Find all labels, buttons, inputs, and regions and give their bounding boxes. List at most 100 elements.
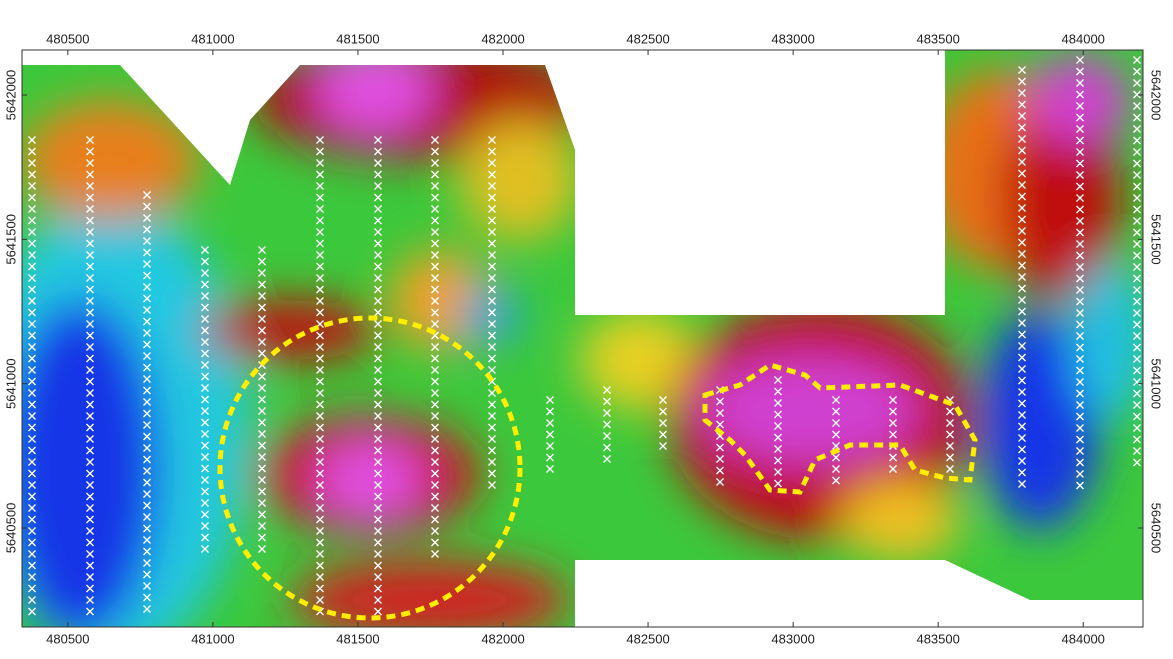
station-marker — [258, 384, 266, 392]
station-marker — [1076, 205, 1084, 214]
station-marker — [28, 366, 36, 374]
station-marker — [86, 228, 94, 236]
station-marker — [28, 504, 36, 512]
station-marker — [1133, 194, 1141, 202]
station-marker — [86, 504, 94, 512]
station-marker — [946, 442, 954, 450]
station-marker — [316, 170, 324, 179]
station-marker — [258, 280, 266, 289]
station-marker — [1133, 182, 1141, 191]
station-marker — [316, 182, 324, 190]
station-marker — [316, 354, 324, 363]
station-marker — [1018, 342, 1026, 350]
station-marker — [143, 214, 151, 222]
station-marker — [431, 389, 439, 397]
station-marker — [374, 228, 382, 236]
station-marker — [316, 274, 324, 282]
station-marker — [28, 354, 36, 363]
station-marker — [488, 205, 496, 213]
station-marker — [1076, 263, 1084, 271]
station-marker — [1076, 171, 1084, 179]
station-marker — [316, 377, 324, 386]
station-marker — [28, 400, 36, 409]
station-marker — [716, 397, 724, 406]
station-marker — [431, 228, 439, 236]
station-marker — [716, 478, 724, 486]
station-marker — [1076, 401, 1084, 409]
station-marker — [374, 481, 382, 489]
station-marker — [258, 269, 266, 277]
station-marker — [488, 297, 496, 305]
station-marker — [316, 216, 324, 225]
station-marker — [374, 354, 382, 363]
station-marker — [201, 407, 209, 415]
station-marker — [201, 349, 209, 358]
station-marker — [143, 605, 151, 613]
station-marker — [316, 584, 324, 593]
station-marker — [1076, 90, 1084, 99]
station-marker — [774, 387, 782, 396]
station-marker — [488, 331, 496, 340]
station-marker — [832, 396, 840, 404]
station-marker — [832, 465, 840, 473]
station-marker — [258, 257, 266, 266]
station-marker — [603, 397, 611, 406]
station-marker — [28, 159, 36, 167]
station-marker — [488, 228, 496, 236]
station-marker — [1076, 297, 1084, 306]
station-marker — [488, 458, 496, 466]
station-marker — [143, 306, 151, 314]
station-marker — [86, 239, 94, 248]
station-marker — [488, 182, 496, 190]
station-marker — [258, 246, 266, 254]
station-marker — [1018, 112, 1026, 120]
station-marker — [258, 303, 266, 312]
station-marker — [1018, 307, 1026, 316]
station-marker — [316, 308, 324, 317]
station-marker — [431, 251, 439, 259]
station-marker — [1076, 228, 1084, 237]
station-marker — [1076, 79, 1084, 87]
station-marker — [946, 453, 954, 462]
y-tick-label: 5642000 — [1149, 70, 1164, 121]
station-marker — [28, 607, 36, 616]
station-marker — [431, 538, 439, 547]
station-marker — [258, 395, 266, 404]
station-marker — [316, 412, 324, 420]
y-tick-label: 5641000 — [3, 358, 18, 409]
station-marker — [488, 308, 496, 317]
station-marker — [1133, 251, 1141, 260]
x-tick-label: 482500 — [626, 31, 669, 46]
station-marker — [316, 239, 324, 248]
station-marker — [374, 412, 382, 420]
station-marker — [28, 262, 36, 271]
x-tick-label: 481500 — [336, 631, 379, 646]
station-marker — [1133, 102, 1141, 110]
station-marker — [431, 308, 439, 317]
station-marker — [1133, 401, 1141, 409]
station-marker — [1076, 148, 1084, 156]
station-marker — [374, 550, 382, 558]
station-marker — [316, 596, 324, 604]
station-marker — [28, 343, 36, 351]
station-marker — [28, 573, 36, 581]
station-marker — [374, 274, 382, 282]
station-marker — [86, 561, 94, 570]
station-marker — [1133, 297, 1141, 306]
station-marker — [316, 504, 324, 512]
station-marker — [86, 147, 94, 156]
x-tick-label: 480500 — [46, 631, 89, 646]
station-marker — [1076, 366, 1084, 375]
station-marker — [201, 384, 209, 392]
station-marker — [603, 386, 611, 394]
station-marker — [316, 343, 324, 351]
station-marker — [258, 476, 266, 484]
station-marker — [201, 418, 209, 427]
station-marker — [774, 399, 782, 407]
station-marker — [1018, 261, 1026, 270]
x-tick-label: 481000 — [191, 631, 234, 646]
station-marker — [1018, 457, 1026, 465]
station-marker — [258, 533, 266, 542]
station-marker — [316, 423, 324, 432]
